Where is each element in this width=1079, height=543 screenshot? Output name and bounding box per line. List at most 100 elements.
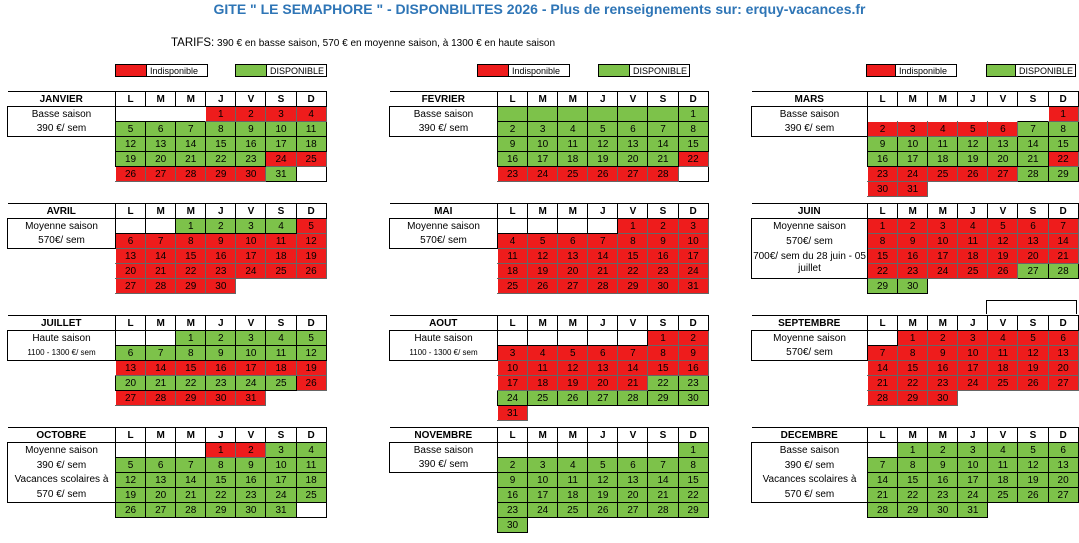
day-cell [145,442,177,458]
day-cell: 3 [265,442,297,458]
weekday-header: S [265,315,297,331]
day-cell [527,106,559,122]
day-cell: 27 [145,502,177,518]
season-label [8,361,116,376]
season-label [752,279,868,294]
day-cell: 23 [927,375,959,391]
day-cell: 16 [927,472,959,488]
day-cell: 7 [587,233,619,249]
weekday-header: V [617,315,649,331]
day-cell: 22 [175,375,207,391]
day-cell: 9 [866,136,899,152]
day-cell: 7 [145,345,177,361]
day-cell: 4 [295,442,327,458]
weekday-header: S [1017,203,1049,219]
day-cell: 19 [1017,360,1049,376]
day-cell: 2 [205,218,237,234]
day-cell [175,442,207,458]
day-cell [898,107,928,122]
day-cell: 16 [677,360,709,376]
day-cell [677,166,709,182]
day-cell: 28 [647,166,679,182]
day-cell: 20 [617,151,649,167]
weekday-header: L [496,427,529,443]
month-calendar-fevrier: FEVRIER L M M J V S D Basse saison 1 390 €/ sem 2 3 4… [389,91,709,182]
day-cell: 14 [175,136,207,152]
weekday-header: V [235,427,267,443]
month-calendar-avril: AVRIL L M M J V S D Moyenne saison 1 2 3 4 5 570€/ sem… [7,203,327,294]
day-cell: 27 [114,278,147,294]
day-cell: 8 [1047,121,1079,137]
day-cell: 24 [527,166,559,182]
season-label: Basse saison [389,106,498,122]
day-cell: 4 [265,330,297,346]
month-calendar-aout: AOUT L M M J V S D Haute saison 1 2 1100 - 1300 €/ … [389,315,709,421]
day-cell: 30 [927,502,959,518]
day-cell [557,330,589,346]
day-cell: 5 [1017,442,1049,458]
month-name: AVRIL [7,203,116,219]
day-cell [295,502,327,518]
day-cell: 2 [496,457,529,473]
day-cell: 5 [114,121,147,137]
day-cell: 17 [527,487,559,503]
weekday-header: L [866,315,899,331]
day-cell: 21 [866,487,899,503]
day-cell: 31 [957,502,989,518]
day-cell [617,442,649,458]
season-label [8,391,116,406]
day-cell: 15 [897,472,929,488]
day-cell: 13 [114,360,147,376]
season-label: Basse saison [389,442,498,458]
day-cell: 9 [927,345,959,361]
day-cell: 25 [265,263,297,279]
weekday-header: M [145,315,177,331]
weekday-header: L [114,203,147,219]
day-cell: 19 [957,151,989,167]
day-cell: 25 [557,166,589,182]
weekday-header: L [496,91,529,107]
day-cell [647,106,679,122]
day-cell [296,391,326,406]
day-cell: 8 [897,457,929,473]
day-cell: 26 [587,502,619,518]
season-label: 390 €/ sem [7,457,116,473]
day-cell: 29 [866,278,899,294]
day-cell [1018,279,1048,294]
day-cell: 8 [175,345,207,361]
day-cell: 20 [114,375,147,391]
day-cell: 11 [557,136,589,152]
weekday-header: J [957,427,989,443]
weekday-header: M [527,91,559,107]
day-cell: 2 [235,442,267,458]
day-cell: 13 [145,472,177,488]
weekday-header: D [677,203,709,219]
day-cell: 19 [587,487,619,503]
season-label: 390 €/ sem [751,457,868,473]
day-cell: 14 [866,472,899,488]
season-label: 570€/ sem [751,233,868,249]
day-cell: 6 [145,121,177,137]
day-cell: 3 [235,218,267,234]
weekday-header: J [587,315,619,331]
day-cell [266,279,296,294]
day-cell: 19 [1017,472,1049,488]
weekday-header: D [1047,315,1079,331]
day-cell: 27 [557,278,589,294]
weekday-header: S [1017,315,1049,331]
day-cell: 14 [647,136,679,152]
season-label [390,137,498,152]
day-cell: 15 [647,360,679,376]
day-cell: 9 [927,457,959,473]
weekday-header: V [987,427,1019,443]
day-cell: 27 [1047,375,1079,391]
day-cell: 21 [1047,248,1079,264]
day-cell: 29 [647,390,679,406]
day-cell: 23 [927,487,959,503]
day-cell: 27 [1047,487,1079,503]
day-cell: 4 [557,121,589,137]
weekday-header: L [114,315,147,331]
day-cell: 22 [647,375,679,391]
day-cell: 11 [957,233,989,249]
day-cell: 7 [1047,218,1079,234]
